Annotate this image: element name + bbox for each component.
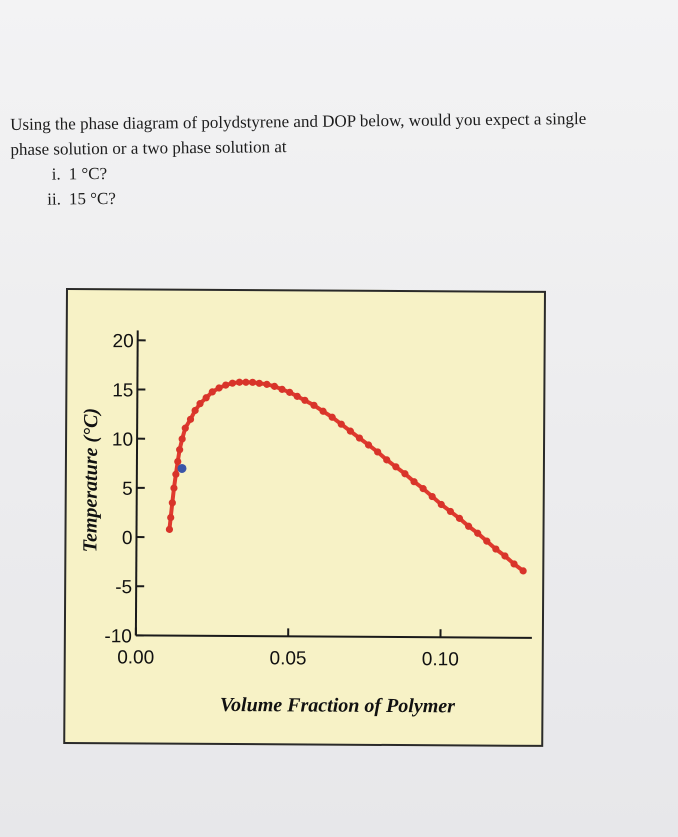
data-point <box>428 492 436 501</box>
data-point <box>222 381 230 389</box>
data-point <box>374 448 382 456</box>
data-point <box>270 382 279 390</box>
x-axis-label: Volume Fraction of Polymer <box>220 694 455 717</box>
data-point <box>202 394 210 402</box>
y-tick-label: -5 <box>115 577 132 598</box>
data-point <box>310 401 318 409</box>
y-tick-label: 20 <box>112 331 133 352</box>
data-point <box>178 435 186 443</box>
y-tick-label: -10 <box>104 626 132 647</box>
data-point <box>501 552 509 560</box>
data-point <box>301 396 309 404</box>
data-point <box>346 427 354 435</box>
x-tick-label: 0.00 <box>117 647 154 668</box>
data-point <box>446 507 454 516</box>
question-text: Using the phase diagram of polydstyrene … <box>10 105 673 212</box>
data-point <box>455 514 464 522</box>
data-point <box>167 513 175 522</box>
data-point <box>437 500 445 509</box>
item-text: 1 °C? <box>68 163 108 184</box>
y-tick-label: 15 <box>112 380 133 401</box>
data-point <box>410 478 418 486</box>
data-point <box>383 456 391 464</box>
data-point <box>519 567 527 575</box>
data-point <box>174 457 182 466</box>
data-point <box>191 406 199 415</box>
data-point <box>181 424 189 432</box>
data-point <box>248 378 257 386</box>
data-point <box>255 379 263 387</box>
data-point <box>278 385 286 393</box>
data-point <box>401 470 409 478</box>
data-point <box>474 529 482 537</box>
data-point <box>492 545 500 553</box>
y-tick-label: 10 <box>112 430 133 451</box>
data-point <box>328 413 336 421</box>
item-number: ii. <box>47 189 62 209</box>
item-number: i. <box>51 164 61 184</box>
data-point <box>263 380 271 388</box>
phase-diagram-chart: 0.00 0.05 0.10 20 15 10 5 0 -5 -10 Volume Fracti… <box>63 288 546 747</box>
x-tick-label: 0.10 <box>422 649 459 670</box>
data-point <box>168 499 176 507</box>
data-point <box>319 407 327 415</box>
phase-boundary-line <box>167 380 526 573</box>
data-point <box>286 388 294 396</box>
data-point <box>170 484 178 492</box>
y-tick-label: 5 <box>122 479 133 500</box>
data-point <box>235 378 244 386</box>
data-point <box>242 378 250 386</box>
data-point <box>186 415 195 423</box>
data-point <box>208 388 216 396</box>
data-point <box>464 522 473 530</box>
x-axis-line <box>135 634 532 639</box>
data-point <box>293 392 301 400</box>
highlighted-data-point <box>177 463 187 473</box>
data-point <box>337 420 345 428</box>
data-point <box>176 446 184 454</box>
y-axis-line <box>134 330 139 636</box>
data-point <box>355 434 364 442</box>
data-point <box>228 379 237 387</box>
data-point <box>364 441 373 449</box>
data-point <box>215 384 223 392</box>
phase-diagram-svg: 0.00 0.05 0.10 20 15 10 5 0 -5 -10 Volume Fracti… <box>79 330 532 717</box>
data-point <box>510 560 518 568</box>
data-point <box>196 400 204 408</box>
data-point <box>392 463 400 471</box>
data-point <box>483 537 491 545</box>
x-tick-label: 0.05 <box>269 648 306 669</box>
item-text: 15 °C? <box>68 188 116 209</box>
data-point <box>419 485 427 493</box>
data-point <box>165 525 174 533</box>
data-point <box>172 470 180 478</box>
y-axis-label: Temperature (°C) <box>79 408 102 553</box>
y-tick-label: 0 <box>122 528 133 549</box>
